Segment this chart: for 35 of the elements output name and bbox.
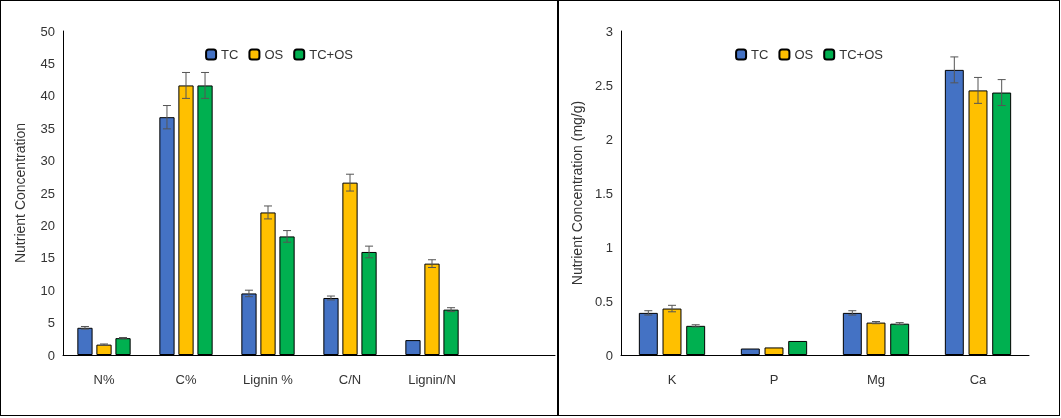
legend-label: TC [751,47,769,62]
y-tick-label: 0 [605,347,613,363]
x-tick-label: C/N [338,372,362,387]
y-tick-label: 25 [40,185,55,201]
y-tick-label: 40 [40,88,55,104]
y-tick-label: 10 [40,282,55,298]
x-tick-label: Ca [969,372,988,387]
x-tick-label: N% [93,372,115,387]
x-tick-label: C% [175,372,197,387]
y-tick-label: 35 [40,120,55,136]
y-tick-label: 3 [605,23,613,39]
legend-label: TC [221,47,239,62]
y-tick-label: 45 [40,55,55,71]
y-tick-label: 20 [40,217,55,233]
x-tick-label: Mg [866,372,886,387]
x-tick-label: Lignin/N [408,372,456,387]
y-tick-label: 2 [605,131,613,147]
x-tick-label: K [667,372,677,387]
y-tick-label: 0 [47,347,55,363]
legend-label: TC+OS [309,47,354,62]
y-tick-label: 0.5 [594,293,613,309]
x-tick-label: Lignin % [243,372,294,387]
y-axis-title: Nutrient Concentration (mg/g) [569,100,586,286]
y-axis-title: Nutrient Concentration [12,122,28,264]
legend-label: OS [794,47,814,62]
y-tick-label: 2.5 [594,77,613,93]
y-tick-label: 1.5 [594,185,613,201]
y-tick-label: 5 [47,315,55,331]
y-tick-label: 15 [40,250,55,266]
y-tick-label: 1 [605,239,613,255]
legend-label: TC+OS [839,47,884,62]
legend-label: OS [264,47,284,62]
y-tick-label: 50 [40,23,55,39]
y-tick-label: 30 [40,153,55,169]
x-tick-label: P [769,372,779,387]
